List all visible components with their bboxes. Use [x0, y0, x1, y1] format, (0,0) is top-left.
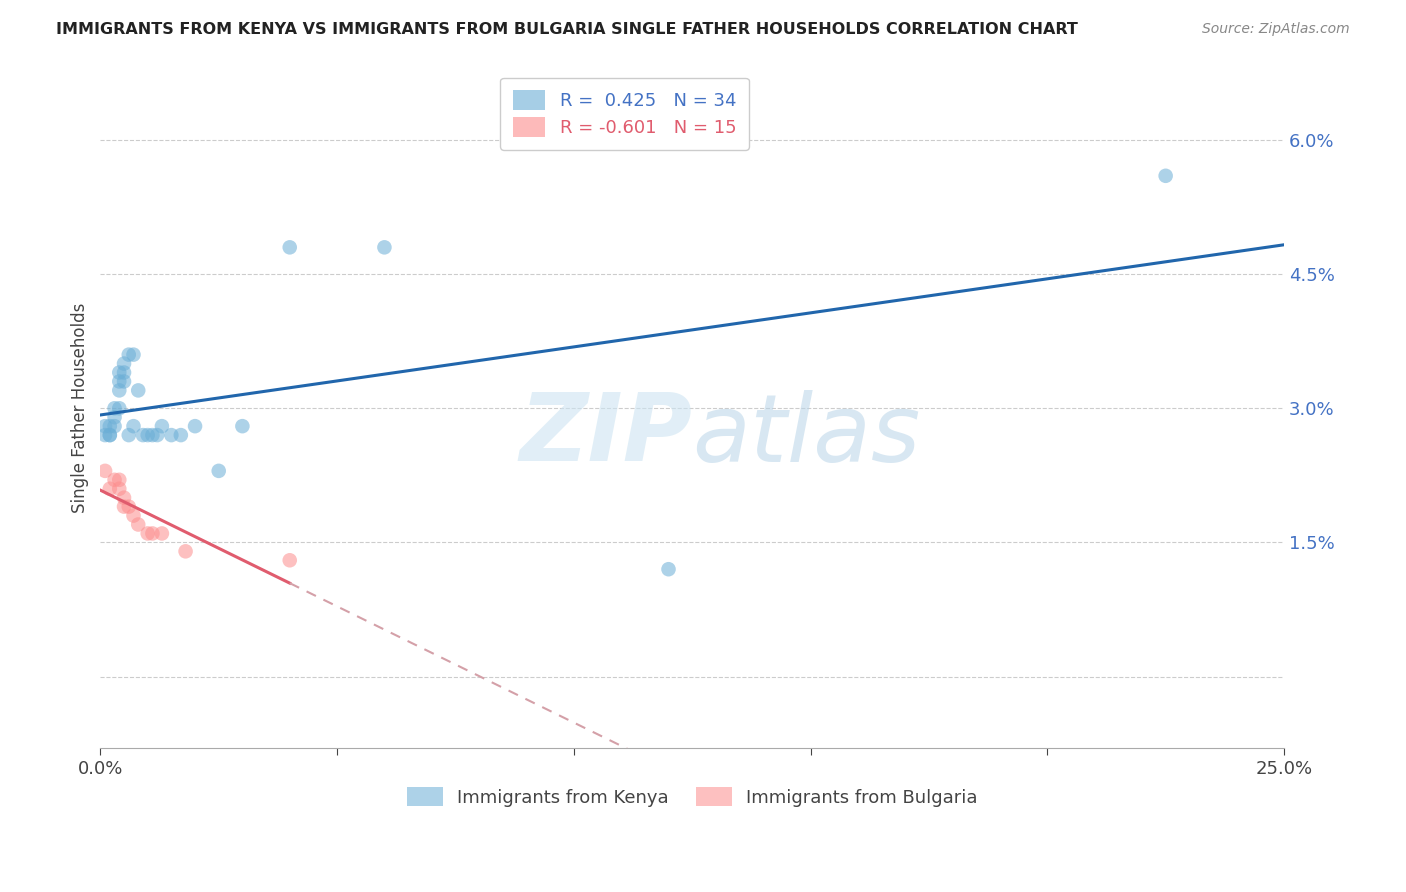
Point — [208, 464, 231, 478]
Point — [132, 428, 155, 442]
Point — [98, 428, 121, 442]
Point — [98, 482, 121, 496]
Point — [108, 401, 131, 416]
Point — [112, 500, 135, 514]
Point — [98, 428, 121, 442]
Point — [122, 508, 145, 523]
Point — [112, 491, 135, 505]
Point — [118, 348, 141, 362]
Text: IMMIGRANTS FROM KENYA VS IMMIGRANTS FROM BULGARIA SINGLE FATHER HOUSEHOLDS CORRE: IMMIGRANTS FROM KENYA VS IMMIGRANTS FROM… — [56, 22, 1078, 37]
Point — [141, 428, 163, 442]
Point — [160, 428, 183, 442]
Point — [118, 500, 141, 514]
Point — [184, 419, 207, 434]
Point — [103, 410, 125, 425]
Text: Source: ZipAtlas.com: Source: ZipAtlas.com — [1202, 22, 1350, 37]
Point — [122, 419, 145, 434]
Point — [127, 517, 149, 532]
Y-axis label: Single Father Households: Single Father Households — [72, 303, 89, 514]
Text: ZIP: ZIP — [519, 390, 692, 482]
Point — [108, 473, 131, 487]
Point — [94, 464, 117, 478]
Point — [122, 348, 145, 362]
Text: atlas: atlas — [692, 390, 921, 481]
Point — [112, 366, 135, 380]
Point — [108, 384, 131, 398]
Point — [112, 357, 135, 371]
Point — [103, 419, 125, 434]
Point — [373, 240, 395, 254]
Point — [108, 482, 131, 496]
Legend: Immigrants from Kenya, Immigrants from Bulgaria: Immigrants from Kenya, Immigrants from B… — [399, 780, 986, 814]
Point — [103, 473, 125, 487]
Point — [278, 240, 301, 254]
Point — [1154, 169, 1177, 183]
Point — [150, 419, 173, 434]
Point — [170, 428, 193, 442]
Point — [94, 428, 117, 442]
Point — [278, 553, 301, 567]
Point — [150, 526, 173, 541]
Point — [657, 562, 679, 576]
Point — [98, 419, 121, 434]
Point — [146, 428, 169, 442]
Point — [94, 419, 117, 434]
Point — [118, 428, 141, 442]
Point — [174, 544, 197, 558]
Point — [141, 526, 163, 541]
Point — [127, 384, 149, 398]
Point — [103, 401, 125, 416]
Point — [108, 366, 131, 380]
Point — [231, 419, 253, 434]
Point — [112, 375, 135, 389]
Point — [136, 526, 159, 541]
Point — [136, 428, 159, 442]
Point — [108, 375, 131, 389]
